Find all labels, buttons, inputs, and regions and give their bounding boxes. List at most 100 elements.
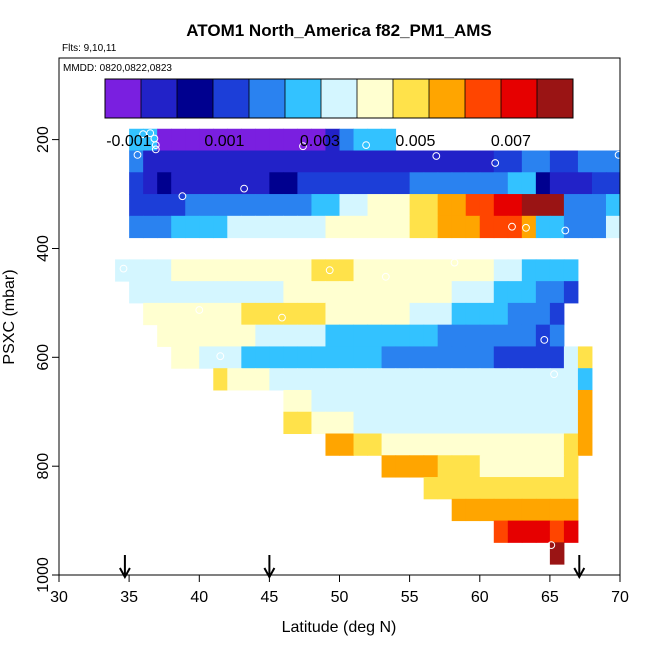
heatmap-cell [311,128,326,152]
heatmap-cell [185,215,200,239]
heatmap-cell [199,324,214,347]
heatmap-cell [297,215,312,239]
heatmap-cell [507,302,523,326]
heatmap-cell [563,455,579,478]
heatmap-cell [241,128,256,152]
heatmap-cell [535,433,551,456]
heatmap-cell [227,281,242,304]
heatmap-cell [437,411,453,435]
colorbar-segment [213,79,250,118]
colorbar-segment [285,79,322,118]
heatmap-cell [451,281,467,304]
data-point [133,151,142,159]
heatmap-cell [143,215,158,239]
heatmap-cell [297,128,312,152]
y-tick-label: 800 [35,453,52,480]
heatmap-cell [297,259,312,282]
heatmap-cell [563,477,579,500]
heatmap-cell [339,411,355,435]
heatmap-cell [521,477,537,500]
heatmap-cell [185,172,200,195]
heatmap-cell [549,520,565,543]
heatmap-cell [213,368,228,391]
heatmap-cell [269,259,284,282]
heatmap-cell [381,324,397,347]
heatmap-cell [521,172,537,195]
heatmap-cell [563,281,579,304]
heatmap-cell [241,281,256,304]
heatmap-cell [339,346,355,369]
heatmap-cell [269,172,284,195]
heatmap-cell [409,302,425,326]
heatmap-cell [381,411,397,435]
heatmap-cell [269,150,284,173]
heatmap-cell [185,302,200,326]
heatmap-cell [297,150,312,173]
heatmap-cell [199,128,214,152]
heatmap-cell [199,172,214,195]
heatmap-cell [605,172,621,195]
heatmap-cell [605,194,621,217]
heatmap-cell [451,498,467,522]
heatmap-cell [409,433,425,456]
heatmap-cell [255,150,270,173]
heatmap-cell [213,302,228,326]
heatmap-cell [227,302,242,326]
colorbar-tick-labels: -0.001 0.001 0.003 0.005 0.007 [106,133,531,150]
heatmap-cell [241,259,256,282]
heatmap-cell [423,194,439,217]
x-tick-label: 60 [471,589,489,606]
heatmap-cell [479,411,495,435]
heatmap-cell [465,150,481,173]
heatmap-cell [479,150,495,173]
heatmap-cell [577,389,593,413]
heatmap-cell [563,520,579,543]
heatmap-cell [437,150,453,173]
heatmap-cell [185,324,200,347]
heatmap-cell [255,368,270,391]
x-tick-label: 65 [541,589,559,606]
heatmap-cell [591,215,607,239]
heatmap-cell [479,324,495,347]
data-point [216,352,225,361]
colorbar-segment [105,79,142,118]
colorbar-segment [177,79,214,118]
heatmap-cell [269,128,284,152]
heatmap-cell [185,259,200,282]
heatmap-cell [437,433,453,456]
data-point [547,541,556,549]
heatmap-cell [367,150,383,173]
heatmap-cell [409,259,425,282]
heatmap-cell [255,194,270,217]
heatmap-cell [437,281,453,304]
heatmap-cell [311,150,326,173]
heatmap-cell [199,215,214,239]
heatmap-cell [465,324,481,347]
heatmap-cell [353,128,369,152]
heatmap-cell [241,194,256,217]
heatmap-cell [297,281,312,304]
heatmap-cell [563,172,579,195]
heatmap-cell [549,411,565,435]
heatmap-cell [451,455,467,478]
heatmap-cell [451,346,467,369]
heatmap-cell [507,498,523,522]
heatmap-cell [143,194,158,217]
heatmap-cell [339,302,355,326]
heatmap-cell [507,455,523,478]
heatmap-cell [325,433,340,456]
heatmap-cell [493,498,509,522]
colorbar-segment [501,79,538,118]
data-points [119,129,623,549]
heatmap-cell [409,324,425,347]
heatmap-cell [465,498,481,522]
heatmap-cell [283,302,298,326]
heatmap-cell [423,433,439,456]
heatmap-cell [409,368,425,391]
heatmap-cell [409,281,425,304]
heatmap-cell [549,150,565,173]
colorbar-segment [357,79,394,118]
heatmap-cell [255,324,270,347]
heatmap-cell [591,172,607,195]
